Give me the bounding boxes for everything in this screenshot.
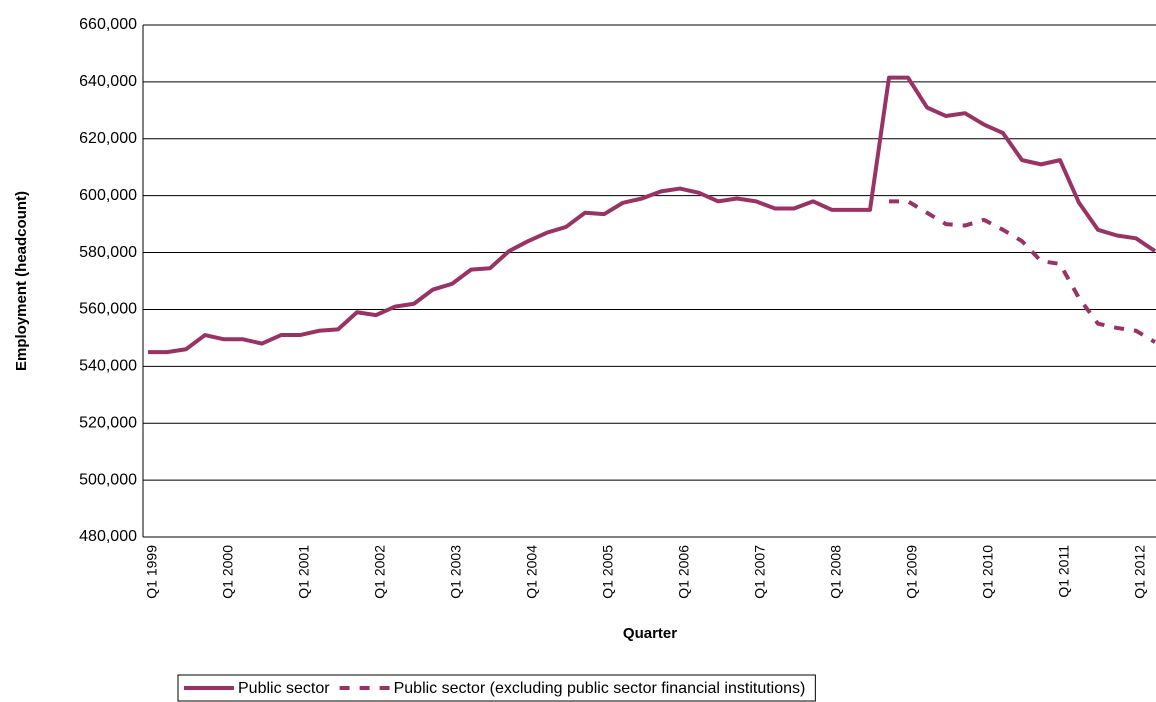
x-tick-label: Q1 2008 xyxy=(828,545,844,599)
x-tick-label: Q1 2011 xyxy=(1056,545,1072,598)
x-tick-label: Q1 2010 xyxy=(980,545,996,599)
x-tick-label: Q1 2002 xyxy=(372,545,388,599)
legend-label: Public sector (excluding public sector f… xyxy=(394,680,806,697)
x-axis-label: Quarter xyxy=(623,625,677,642)
series-line xyxy=(148,75,1156,355)
y-tick-label: 620,000 xyxy=(79,130,137,147)
y-tick-label: 480,000 xyxy=(79,528,137,545)
y-tick-label: 560,000 xyxy=(79,301,137,318)
y-axis-label: Employment (headcount) xyxy=(13,191,30,371)
y-tick-label: 640,000 xyxy=(79,73,137,90)
y-tick-label: 660,000 xyxy=(79,16,137,33)
x-tick-label: Q1 2009 xyxy=(904,545,920,599)
x-tick-label: Q1 2004 xyxy=(524,545,540,599)
y-tick-label: 520,000 xyxy=(79,414,137,431)
legend-label: Public sector xyxy=(238,680,330,697)
y-tick-label: 600,000 xyxy=(79,187,137,204)
x-tick-label: Q1 1999 xyxy=(144,545,160,599)
y-tick-label: 540,000 xyxy=(79,358,137,375)
x-tick-label: Q1 2003 xyxy=(448,545,464,599)
x-tick-label: Q1 2001 xyxy=(296,545,312,599)
x-tick-label: Q1 2006 xyxy=(676,545,692,599)
x-tick-label: Q1 2012 xyxy=(1132,545,1148,599)
legend-box xyxy=(177,674,816,702)
series-line xyxy=(889,199,1156,344)
x-tick-label: Q1 2000 xyxy=(220,545,236,599)
x-tick-label: Q1 2005 xyxy=(600,545,616,599)
y-tick-label: 500,000 xyxy=(79,471,137,488)
x-tick-label: Q1 2007 xyxy=(752,545,768,599)
y-tick-label: 580,000 xyxy=(79,244,137,261)
